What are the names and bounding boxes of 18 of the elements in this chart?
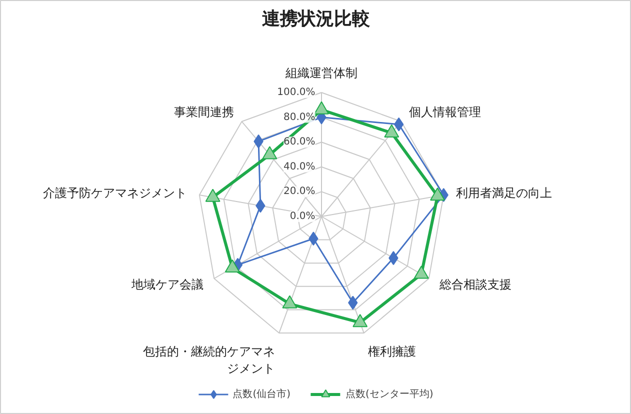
- spoke-label: 個人情報管理: [409, 105, 482, 120]
- spoke-label: 利用者満足の向上: [456, 186, 552, 200]
- y-tick-label: 20.0%: [284, 186, 316, 198]
- spoke-label: 組織運営体制: [284, 66, 358, 80]
- y-tick-label: 100.0%: [277, 87, 316, 98]
- legend-label: 点数(仙台市): [232, 388, 290, 401]
- y-tick-label: 60.0%: [284, 136, 316, 148]
- spoke-label: 包括的・継続的ケアマネジメント: [142, 344, 275, 376]
- spoke-label: 地域ケア会議: [130, 278, 204, 292]
- y-tick-label: 40.0%: [284, 161, 316, 172]
- y-tick-label: 0.0%: [290, 211, 316, 222]
- spoke-label: 権利擁護: [368, 344, 416, 359]
- y-tick-label: 80.0%: [284, 112, 316, 123]
- spoke-label: 事業間連携: [174, 105, 234, 120]
- spoke-label: 総合相談支援: [438, 278, 512, 292]
- spoke-label: 介護予防ケアマネジメント: [43, 186, 188, 200]
- legend-label: 点数(センター平均): [346, 388, 434, 401]
- chart-title: 連携状況比較: [262, 8, 371, 30]
